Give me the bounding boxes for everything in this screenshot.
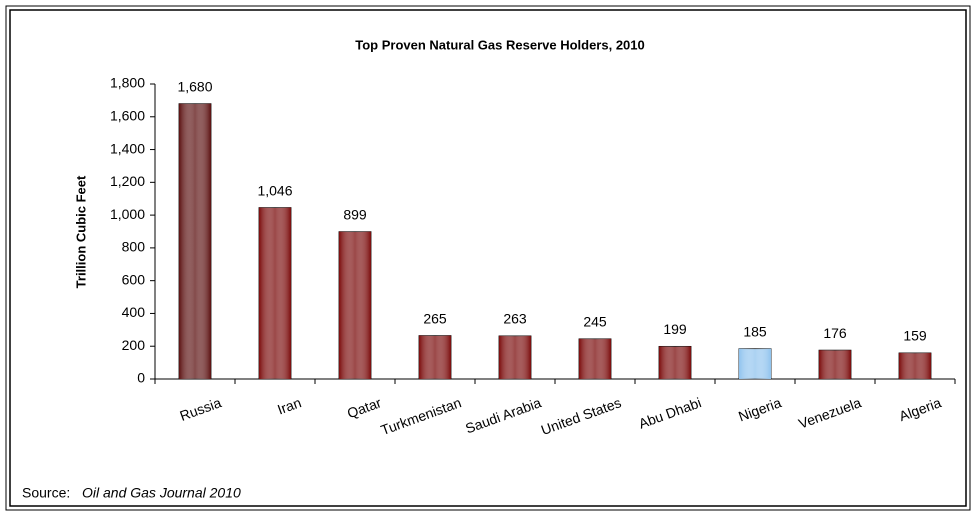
y-tick-label: 1,600: [110, 107, 145, 123]
x-tick-label: Turkmenistan: [379, 394, 464, 438]
bar: [418, 335, 452, 380]
y-tick-label: 600: [122, 271, 146, 287]
x-tick-label: Saudi Arabia: [463, 394, 543, 436]
bar: [258, 207, 292, 380]
y-axis-title: Trillion Cubic Feet: [73, 175, 88, 288]
bar: [178, 103, 212, 380]
value-label: 1,046: [257, 182, 292, 198]
value-label: 159: [903, 328, 927, 344]
y-tick-label: 1,400: [110, 140, 145, 156]
value-label: 185: [743, 323, 767, 339]
y-tick-label: 200: [122, 337, 146, 353]
x-tick-label: Venezuela: [796, 394, 863, 431]
value-label: 245: [583, 314, 607, 330]
x-tick-label: United States: [539, 394, 623, 438]
bar: [338, 231, 372, 380]
y-tick-label: 0: [137, 370, 145, 386]
value-label: 263: [503, 311, 527, 327]
inner-frame: [9, 9, 967, 507]
value-label: 899: [343, 206, 367, 222]
x-tick-label: Iran: [275, 394, 303, 417]
y-tick-label: 1,800: [110, 75, 145, 91]
bar: [738, 348, 772, 380]
chart-title: Top Proven Natural Gas Reserve Holders, …: [355, 37, 645, 52]
bar: [818, 349, 852, 380]
value-label: 1,680: [177, 78, 212, 94]
value-label: 199: [663, 321, 687, 337]
y-tick-label: 400: [122, 304, 146, 320]
y-tick-label: 800: [122, 239, 146, 255]
source-label: Source:: [22, 485, 70, 501]
x-tick-label: Nigeria: [736, 394, 783, 424]
y-tick-label: 1,200: [110, 173, 145, 189]
y-tick-label: 1,000: [110, 206, 145, 222]
bar: [578, 338, 612, 380]
value-label: 265: [423, 310, 447, 326]
source: Oil and Gas Journal 2010: [82, 485, 241, 501]
outer-frame: [5, 5, 971, 511]
x-tick-label: Russia: [178, 394, 224, 424]
x-tick-label: Abu Dhabi: [636, 394, 703, 431]
bar: [498, 335, 532, 380]
value-label: 176: [823, 325, 847, 341]
x-tick-label: Qatar: [345, 394, 384, 421]
x-tick-label: Algeria: [897, 394, 944, 424]
bar: [898, 352, 932, 380]
bar: [658, 345, 692, 380]
